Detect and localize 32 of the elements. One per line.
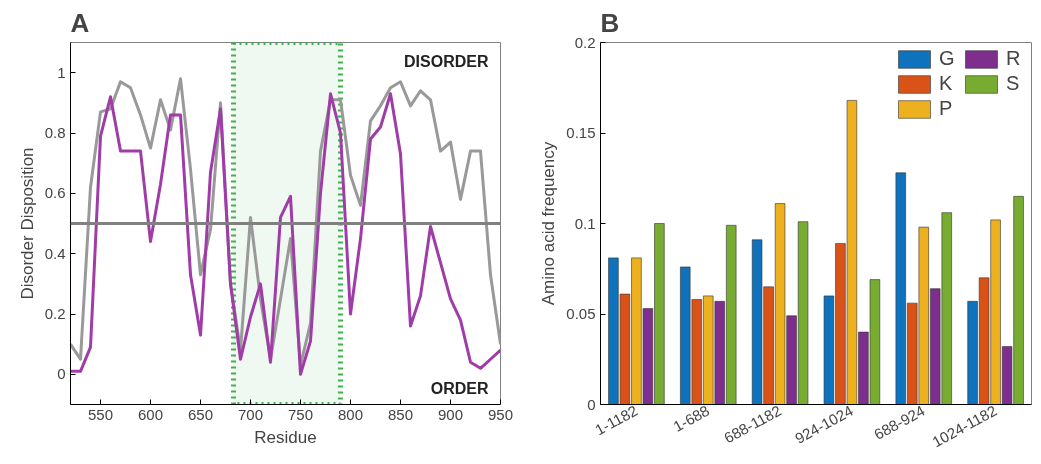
y-tick-label: 0.8: [44, 124, 66, 141]
legend-label: K: [939, 72, 954, 95]
x-tick-label: 750: [287, 405, 314, 423]
x-axis-title: Residue: [254, 427, 317, 447]
y-tick-label: 0.15: [566, 124, 596, 141]
x-tick-label: 950: [487, 405, 514, 423]
x-tick-label: 900: [437, 405, 464, 423]
y-tick-label: 1: [57, 63, 66, 81]
x-tick-label: 650: [187, 405, 214, 423]
y-tick-label: 0: [587, 395, 596, 413]
x-tick-label: 800: [337, 405, 364, 423]
x-tick-label: 600: [137, 405, 164, 423]
y-tick-label: 0.05: [566, 305, 596, 322]
legend-label: S: [1006, 72, 1021, 95]
y-tick-label: 0.4: [44, 244, 66, 262]
x-tick-label: 700: [237, 405, 264, 423]
y-axis-title: Disorder Disposition: [17, 147, 37, 300]
chart-title: A: [70, 7, 90, 38]
y-axis-title: Amino acid frequency: [539, 141, 559, 306]
x-tick-label: 550: [87, 405, 114, 423]
y-tick-label: 0: [57, 365, 66, 383]
chart-title: B: [600, 7, 620, 38]
legend-label: R: [1006, 47, 1022, 70]
y-tick-label: 0.2: [574, 33, 596, 51]
legend-label: P: [939, 97, 954, 120]
y-tick-label: 0.6: [44, 184, 66, 202]
annotation: DISORDER: [404, 52, 489, 70]
annotation: ORDER: [430, 379, 489, 397]
y-tick-label: 0.1: [574, 214, 596, 232]
x-tick-label: 850: [387, 405, 414, 423]
legend-label: G: [939, 47, 956, 70]
y-tick-label: 0.2: [44, 305, 66, 322]
